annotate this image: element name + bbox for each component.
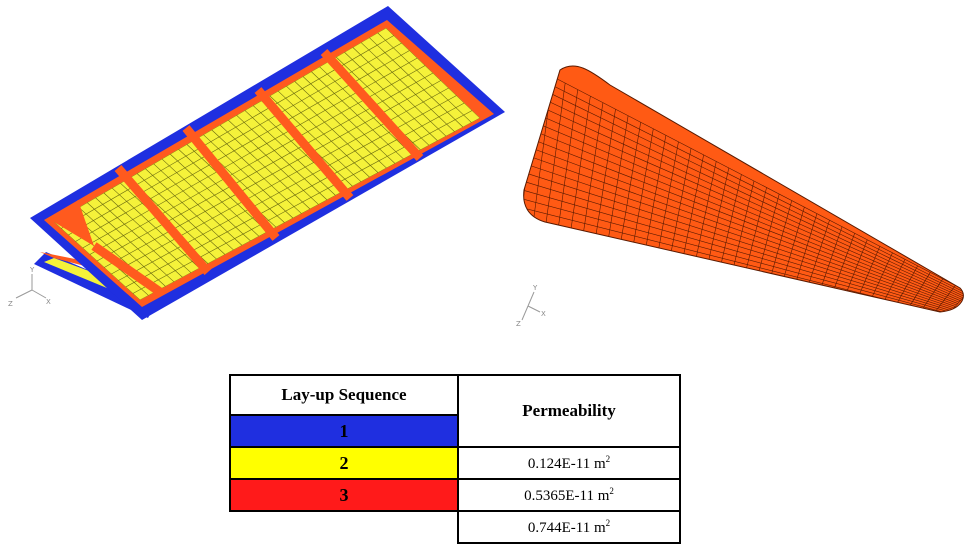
- triad-axis-icon: Y X Z: [8, 266, 51, 308]
- layup-table: Lay-up Sequence Permeability 1 2 0.124E-…: [229, 374, 681, 544]
- mesh-line: [528, 155, 956, 307]
- mesh-line: [537, 86, 964, 296]
- mesh-line: [111, 87, 449, 275]
- table-row: 0.744E-11 m2: [230, 510, 681, 544]
- swatch-row-3: 3: [229, 478, 459, 512]
- header-permeability: Permeability: [457, 374, 681, 448]
- mesh-line: [104, 80, 441, 268]
- mesh-line: [525, 181, 952, 312]
- mesh-line: [538, 78, 964, 294]
- swatch-row-empty: [230, 511, 458, 543]
- mesh-line: [527, 164, 955, 309]
- mesh-line: [526, 173, 953, 310]
- permeability-value-2: 0.5365E-11 m2: [457, 478, 681, 512]
- mesh-line: [534, 112, 962, 300]
- table-row: 3 0.5365E-11 m2: [229, 478, 681, 512]
- swatch-row-2: 2: [229, 446, 459, 480]
- table-row: 2 0.124E-11 m2: [229, 446, 681, 480]
- mesh-line: [524, 190, 951, 312]
- mesh-line: [536, 95, 964, 297]
- triad-axis-icon: Y X Z: [516, 284, 546, 328]
- mesh-line: [531, 138, 958, 304]
- swatch-row-1: 1: [229, 414, 459, 448]
- header-layup-sequence: Lay-up Sequence: [229, 374, 459, 416]
- permeability-value-3: 0.744E-11 m2: [457, 510, 681, 544]
- mesh-line: [539, 69, 964, 293]
- mesh-line: [118, 95, 457, 281]
- mesh-line: [535, 104, 964, 299]
- composite-wing-model: [30, 6, 505, 320]
- fem-models: Y X Z Y X Z: [8, 6, 964, 328]
- svg-text:X: X: [46, 298, 51, 306]
- svg-text:X: X: [541, 310, 546, 318]
- upper-ply-yellow: [54, 28, 480, 300]
- svg-text:Z: Z: [516, 320, 521, 328]
- mesh-line: [533, 121, 961, 301]
- permeability-value-1: 0.124E-11 m2: [457, 446, 681, 480]
- svg-text:Z: Z: [8, 300, 13, 308]
- mesh-line: [523, 207, 948, 312]
- rib-bands: [91, 48, 424, 296]
- svg-text:Y: Y: [29, 266, 35, 274]
- mesh-line: [532, 129, 960, 303]
- mesh-line: [132, 110, 473, 294]
- svg-text:Y: Y: [532, 284, 538, 292]
- mesh-line: [523, 198, 949, 312]
- mesh-line: [125, 102, 465, 288]
- root-patch-orange: [54, 200, 94, 246]
- foam-core-model: [523, 65, 964, 313]
- mesh-line: [529, 147, 957, 306]
- table-header-row: Lay-up Sequence Permeability: [229, 374, 681, 448]
